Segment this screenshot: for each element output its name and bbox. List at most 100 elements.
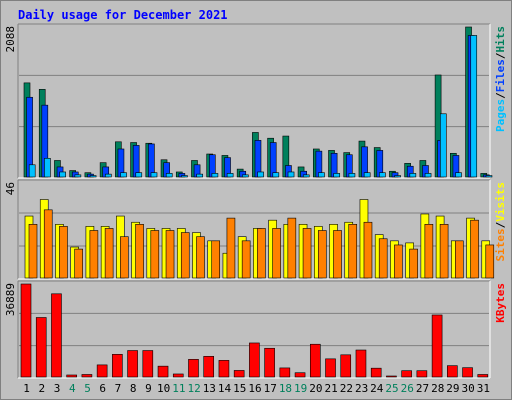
pages-bar bbox=[333, 173, 341, 178]
pages-bar bbox=[379, 172, 386, 178]
pages-bar bbox=[165, 173, 173, 178]
day-label: 15 bbox=[233, 382, 246, 395]
pages-bar-body bbox=[348, 173, 356, 178]
day-label: 14 bbox=[218, 382, 232, 395]
kbytes-bar bbox=[401, 370, 412, 378]
kbytes-bar-body bbox=[325, 358, 336, 378]
day-label: 4 bbox=[69, 382, 76, 395]
kbytes-bar-body bbox=[249, 342, 260, 378]
pages-bar bbox=[394, 175, 401, 178]
pages-bar-body bbox=[439, 113, 447, 178]
kbytes-bar-body bbox=[127, 350, 138, 378]
kbytes-bar bbox=[127, 350, 138, 378]
kbytes-bar bbox=[416, 370, 428, 378]
pages-bar-body bbox=[74, 174, 82, 178]
sites-bar bbox=[272, 228, 281, 279]
sites-bar-body bbox=[28, 224, 38, 279]
kbytes-bar-body bbox=[66, 374, 77, 378]
pages-bar bbox=[150, 172, 158, 178]
pages-bar-body bbox=[455, 172, 462, 178]
day-label: 6 bbox=[99, 382, 106, 395]
files-bar-body bbox=[132, 145, 140, 178]
sites-bar-body bbox=[43, 209, 53, 279]
kbytes-bar bbox=[233, 370, 245, 378]
files-bar bbox=[148, 143, 155, 178]
sites-bar-body bbox=[394, 244, 403, 279]
day-label: 25 bbox=[385, 382, 398, 395]
sites-bar bbox=[287, 217, 297, 279]
kbytes-bar bbox=[20, 283, 32, 378]
kbytes-legend: KBytes bbox=[494, 283, 507, 323]
pages-bar-body bbox=[181, 175, 188, 178]
day-label: 16 bbox=[248, 382, 261, 395]
day-label: 19 bbox=[294, 382, 307, 395]
day-label: 22 bbox=[340, 382, 353, 395]
pages-bar bbox=[120, 172, 127, 178]
sites-bar-body bbox=[485, 244, 495, 279]
sites-bar bbox=[104, 228, 114, 279]
kbytes-bar-body bbox=[172, 373, 184, 378]
kbytes-bar bbox=[96, 364, 108, 378]
sites-bar-body bbox=[363, 221, 373, 279]
sites-bar-body bbox=[287, 217, 297, 279]
pages-bar-body bbox=[318, 172, 325, 178]
day-label: 24 bbox=[370, 382, 384, 395]
pages-bar-body bbox=[59, 171, 66, 178]
sites-bar bbox=[211, 240, 221, 279]
pages-bar bbox=[211, 173, 219, 178]
kbytes-bar-body bbox=[81, 374, 93, 378]
kbytes-bar bbox=[172, 373, 184, 378]
kbytes-bar-body bbox=[112, 354, 123, 378]
pages-bar-body bbox=[28, 164, 36, 178]
pages-bar bbox=[439, 113, 447, 178]
chart-title: Daily usage for December 2021 bbox=[18, 8, 228, 22]
pages-bar-body bbox=[424, 173, 432, 178]
sites-bar-body bbox=[455, 240, 464, 279]
kbytes-bar bbox=[386, 375, 397, 378]
visits-legend-part: / bbox=[494, 221, 507, 228]
kbytes-bar-body bbox=[51, 293, 62, 378]
sites-bar-body bbox=[470, 219, 479, 279]
pages-bar-body bbox=[135, 172, 143, 178]
pages-bar-body bbox=[89, 175, 97, 178]
kbytes-bar bbox=[325, 358, 336, 378]
sites-bar-body bbox=[211, 240, 221, 279]
hits-legend-part: / bbox=[494, 52, 507, 59]
day-label: 30 bbox=[462, 382, 475, 395]
sites-bar bbox=[485, 244, 495, 279]
pages-bar bbox=[59, 171, 66, 178]
kbytes-bar bbox=[294, 372, 306, 378]
pages-bar-body bbox=[302, 174, 310, 178]
kbytes-bar bbox=[462, 367, 473, 378]
kbytes-bar bbox=[112, 354, 123, 378]
kbytes-bar-body bbox=[355, 349, 367, 378]
pages-bar-body bbox=[196, 173, 203, 178]
day-label: 8 bbox=[130, 382, 137, 395]
sites-bar-body bbox=[409, 248, 418, 279]
kbytes-bar-body bbox=[142, 350, 154, 378]
day-label: 5 bbox=[84, 382, 91, 395]
day-label: 31 bbox=[477, 382, 490, 395]
sites-bar-body bbox=[196, 236, 205, 279]
pages-bar-body bbox=[333, 173, 341, 178]
visits-legend-part: Sites bbox=[494, 228, 507, 261]
pages-bar-body bbox=[409, 173, 417, 178]
kbytes-bar-body bbox=[477, 374, 489, 378]
hits-legend: Pages/Files/Hits bbox=[494, 26, 507, 132]
files-bar bbox=[269, 142, 277, 178]
kbytes-bar bbox=[218, 360, 230, 378]
kbytes-bar-body bbox=[462, 367, 473, 378]
day-label: 1 bbox=[23, 382, 30, 395]
sites-bar bbox=[439, 224, 449, 279]
day-label: 23 bbox=[355, 382, 368, 395]
kbytes-bar-body bbox=[447, 365, 458, 378]
sites-bar-body bbox=[378, 238, 388, 279]
kbytes-bar bbox=[142, 350, 154, 378]
day-label: 27 bbox=[416, 382, 429, 395]
day-label: 2 bbox=[39, 382, 46, 395]
pages-bar bbox=[485, 175, 493, 178]
kbytes-bar-body bbox=[416, 370, 428, 378]
kbytes-bar bbox=[447, 365, 458, 378]
day-label: 21 bbox=[325, 382, 338, 395]
